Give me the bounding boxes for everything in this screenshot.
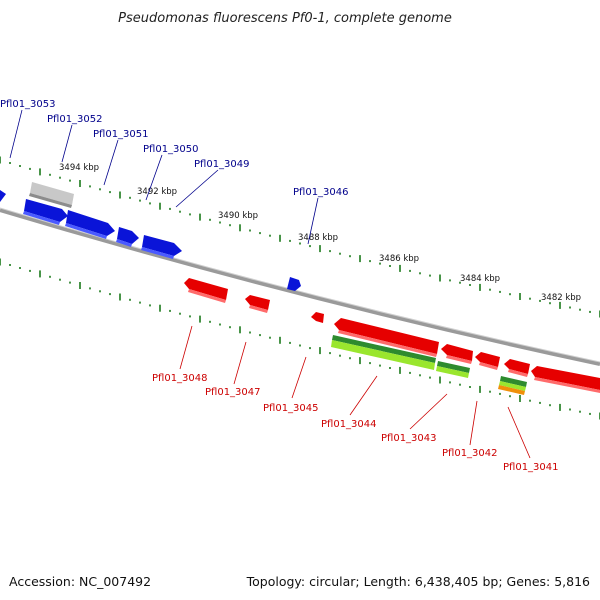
gene-arrow-pfl01-3053[interactable]: [0, 190, 6, 202]
gene-arrow-pfl01-3050[interactable]: [116, 227, 139, 247]
gene-label-pfl01-3043[interactable]: Pfl01_3043: [381, 433, 437, 444]
kbp-label: 3490 kbp: [218, 211, 258, 221]
gene-arrow-pfl01-3048[interactable]: [184, 278, 228, 303]
kbp-label: 3484 kbp: [460, 274, 500, 284]
kbp-label: 3488 kbp: [298, 233, 338, 243]
kbp-label: 3486 kbp: [379, 254, 419, 264]
kbp-label: 3482 kbp: [541, 293, 581, 303]
gene-arrow-pfl01-3051[interactable]: [65, 210, 115, 239]
outer-tick-ring: [0, 156, 600, 318]
genome-summary-text: Topology: circular; Length: 6,438,405 bp…: [246, 574, 590, 589]
gene-label-pfl01-3050[interactable]: Pfl01_3050: [143, 144, 199, 155]
feature-tracks: [331, 335, 527, 395]
gene-label-pfl01-3044[interactable]: Pfl01_3044: [321, 419, 377, 430]
gene-label-pfl01-3042[interactable]: Pfl01_3042: [442, 448, 498, 459]
gene-arrow-pfl01-3044[interactable]: [334, 318, 439, 357]
gene-label-pfl01-3041[interactable]: Pfl01_3041: [503, 462, 559, 473]
accession-text: Accession: NC_007492: [9, 574, 151, 589]
gene-label-pfl01-3049[interactable]: Pfl01_3049: [194, 159, 250, 170]
gene-arrow-pfl01-3041-b[interactable]: [531, 366, 600, 393]
gene-label-pfl01-3053[interactable]: Pfl01_3053: [0, 99, 56, 110]
kbp-label: 3492 kbp: [137, 187, 177, 197]
gene-label-pfl01-3046[interactable]: Pfl01_3046: [293, 187, 349, 198]
gene-label-pfl01-3051[interactable]: Pfl01_3051: [93, 129, 149, 140]
pseudo-gene-block: [29, 182, 74, 208]
gene-label-pfl01-3045[interactable]: Pfl01_3045: [263, 403, 319, 414]
gene-arrow-pfl01-3042[interactable]: [475, 352, 500, 370]
gene-arrow-pfl01-3049[interactable]: [141, 235, 182, 259]
genome-backbone: [0, 208, 600, 366]
gene-arrow-pfl01-3047[interactable]: [245, 295, 270, 313]
forward-gene-track: [0, 182, 301, 291]
gene-arrow-pfl01-3052[interactable]: [23, 199, 68, 225]
forward-gene-labels: Pfl01_3053 Pfl01_3052 Pfl01_3051 Pfl01_3…: [0, 99, 349, 245]
gene-arrow-pfl01-3041-a[interactable]: [504, 359, 530, 377]
gene-arrow-pfl01-3046[interactable]: [287, 277, 301, 291]
reverse-gene-labels: Pfl01_3048 Pfl01_3047 Pfl01_3045 Pfl01_3…: [152, 325, 559, 473]
map-title: Pseudomonas fluorescens Pf0-1, complete …: [118, 11, 452, 26]
gene-label-pfl01-3052[interactable]: Pfl01_3052: [47, 114, 103, 125]
gene-label-pfl01-3048[interactable]: Pfl01_3048: [152, 373, 208, 384]
track-orange[interactable]: [498, 385, 525, 395]
inner-tick-ring: [0, 258, 600, 420]
kbp-labels: 3494 kbp 3492 kbp 3490 kbp 3488 kbp 3486…: [59, 163, 581, 303]
kbp-label: 3494 kbp: [59, 163, 99, 173]
gene-arrow-pfl01-3043[interactable]: [441, 344, 473, 364]
reverse-gene-track: [184, 278, 600, 393]
gene-arrow-pfl01-3045[interactable]: [311, 312, 324, 323]
track-dark-green[interactable]: [332, 335, 436, 363]
gene-label-pfl01-3047[interactable]: Pfl01_3047: [205, 387, 261, 398]
